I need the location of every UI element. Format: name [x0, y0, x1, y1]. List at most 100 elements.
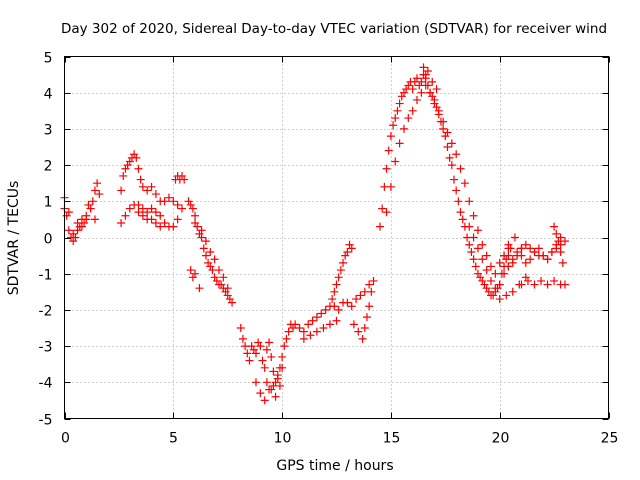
data-point [132, 153, 141, 162]
data-point [173, 200, 182, 209]
data-point [151, 190, 160, 199]
data-point [450, 175, 459, 184]
data-point [417, 88, 426, 97]
data-point [64, 208, 73, 217]
data-point [399, 124, 408, 133]
data-point [156, 211, 165, 220]
data-point [238, 334, 247, 343]
x-tick-label: 0 [61, 431, 70, 447]
data-point [160, 197, 169, 206]
x-tick-label: 15 [383, 431, 401, 447]
data-point [267, 385, 276, 394]
data-point [147, 182, 156, 191]
data-point [478, 240, 487, 249]
data-point [469, 233, 478, 242]
data-point [317, 309, 326, 318]
data-point [308, 316, 317, 325]
data-point [434, 106, 443, 115]
data-point [193, 222, 202, 231]
data-point [336, 266, 345, 275]
data-point [180, 175, 189, 184]
y-tick-label: 4 [44, 87, 53, 103]
data-point [191, 269, 200, 278]
data-point [73, 226, 82, 235]
data-point [539, 251, 548, 260]
data-point [495, 295, 504, 304]
data-point [552, 240, 561, 249]
y-axis-label: SDTVAR / TECUs [6, 181, 22, 296]
data-point [90, 215, 99, 224]
data-point [254, 338, 263, 347]
data-point [275, 381, 284, 390]
data-point [452, 150, 461, 159]
data-point [508, 287, 517, 296]
data-point [312, 313, 321, 322]
data-point [169, 197, 178, 206]
data-point [265, 338, 274, 347]
y-tick-label: -2 [39, 304, 53, 320]
data-point [439, 124, 448, 133]
x-tick-label: 25 [601, 431, 619, 447]
data-point [432, 103, 441, 112]
data-point [478, 276, 487, 285]
data-point [543, 255, 552, 264]
data-point [495, 280, 504, 289]
data-point [465, 240, 474, 249]
x-tick-labels: 0 5 10 15 20 25 [61, 431, 618, 447]
data-point [482, 284, 491, 293]
data-point [510, 233, 519, 242]
y-tick-label: 2 [44, 159, 53, 175]
data-point [460, 179, 469, 188]
data-point [465, 222, 474, 231]
data-point [93, 179, 102, 188]
data-point [262, 378, 271, 387]
data-point [332, 316, 341, 325]
data-point [343, 247, 352, 256]
data-point [267, 352, 276, 361]
data-point [341, 251, 350, 260]
data-point [186, 200, 195, 209]
data-point [408, 106, 417, 115]
data-point [178, 204, 187, 213]
data-point [430, 95, 439, 104]
data-point [456, 208, 465, 217]
data-point [251, 349, 260, 358]
data-point [345, 240, 354, 249]
data-point [262, 345, 271, 354]
data-point [223, 284, 232, 293]
data-point [432, 85, 441, 94]
data-point [365, 302, 374, 311]
data-point [530, 247, 539, 256]
data-point [343, 298, 352, 307]
data-point [173, 215, 182, 224]
data-point [556, 247, 565, 256]
data-point [143, 186, 152, 195]
data-point [447, 161, 456, 170]
data-point [360, 324, 369, 332]
data-point [408, 85, 417, 94]
data-points [60, 63, 569, 405]
data-point [184, 197, 193, 206]
data-point [156, 222, 165, 231]
data-point [77, 222, 86, 231]
data-point [121, 164, 130, 173]
data-point [256, 342, 265, 351]
data-point [482, 251, 491, 260]
data-point [321, 305, 330, 314]
data-point [201, 251, 210, 260]
data-point [169, 222, 178, 231]
data-point [212, 276, 221, 285]
data-point [195, 284, 204, 293]
data-point [195, 229, 204, 238]
data-point [452, 186, 461, 195]
axis-ticks [64, 56, 610, 420]
x-axis-label: GPS time / hours [276, 458, 393, 474]
data-point [526, 255, 535, 264]
data-point [312, 327, 321, 336]
data-point [178, 171, 187, 180]
data-point [71, 233, 80, 242]
data-point [426, 88, 435, 97]
y-tick-labels: -5 -4 -3 -2 -1 0 1 2 3 4 5 [39, 51, 53, 429]
data-point [486, 262, 495, 271]
data-point [554, 237, 563, 246]
